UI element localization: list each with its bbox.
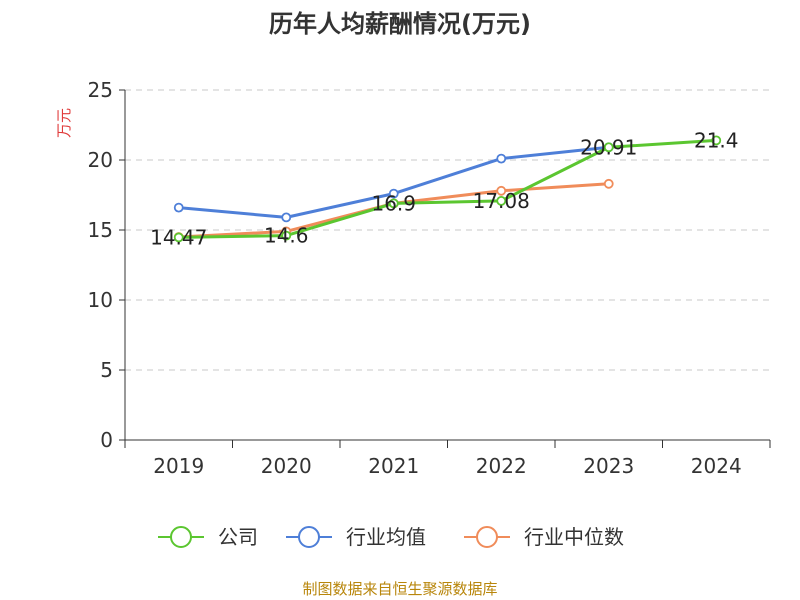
chart-title: 历年人均薪酬情况(万元) <box>269 10 531 38</box>
chart-source: 制图数据来自恒生聚源数据库 <box>302 580 498 598</box>
legend-marker-1 <box>298 526 320 548</box>
series-line-0 <box>178 138 717 239</box>
series-2-point-2023 <box>603 178 614 189</box>
data-label-2022: 17.08 <box>473 189 530 213</box>
series-2-point-2022 <box>496 185 507 196</box>
x-tick-label-2022: 2022 <box>476 454 527 478</box>
x-tick-label-2024: 2024 <box>691 454 742 478</box>
series-1-point-2022 <box>496 153 507 164</box>
legend-label-2: 行业中位数 <box>524 525 624 549</box>
grid-lines <box>125 89 770 371</box>
x-tick-label-2020: 2020 <box>261 454 312 478</box>
y-tick-label-15: 15 <box>88 218 113 242</box>
y-tick-label-20: 20 <box>88 148 113 172</box>
series-1-point-2019 <box>173 202 184 213</box>
legend-marker-0 <box>170 526 192 548</box>
data-label-2021: 16.9 <box>371 191 416 215</box>
series-0-point-2020 <box>281 230 292 241</box>
series-0-point-2021 <box>388 198 399 209</box>
y-tick-label-0: 0 <box>100 428 113 452</box>
series-0-point-2019 <box>173 232 184 243</box>
legend-marker-2 <box>476 526 498 548</box>
data-labels: 14.47 14.6 16.9 17.08 20.91 21.4 <box>150 128 738 249</box>
data-label-2024: 21.4 <box>694 128 739 152</box>
series-1-point-2020 <box>281 212 292 223</box>
legend-label-0: 公司 <box>218 525 258 549</box>
series-0-point-2023 <box>603 142 614 153</box>
x-tick-label-2021: 2021 <box>368 454 419 478</box>
series-lines <box>173 135 722 243</box>
series-0-point-2024 <box>711 135 722 146</box>
y-tick-label-25: 25 <box>88 78 113 102</box>
data-label-2019: 14.47 <box>150 225 207 249</box>
y-axis-unit-label: 万元 <box>55 108 73 138</box>
legend-label-1: 行业均值 <box>346 525 426 549</box>
x-tick-label-2023: 2023 <box>583 454 634 478</box>
data-label-2023: 20.91 <box>580 135 637 159</box>
legend: 公司 行业均值 行业中位数 <box>158 525 624 549</box>
axes: 0 5 10 15 20 25 2019 2020 2021 2022 2023 2024 万元 <box>55 78 771 478</box>
x-tick-label-2019: 2019 <box>153 454 204 478</box>
series-0-point-2022 <box>496 195 507 206</box>
y-tick-label-5: 5 <box>100 358 113 382</box>
y-tick-label-10: 10 <box>88 288 113 312</box>
series-1-point-2021 <box>388 188 399 199</box>
data-label-2020: 14.6 <box>264 224 309 248</box>
